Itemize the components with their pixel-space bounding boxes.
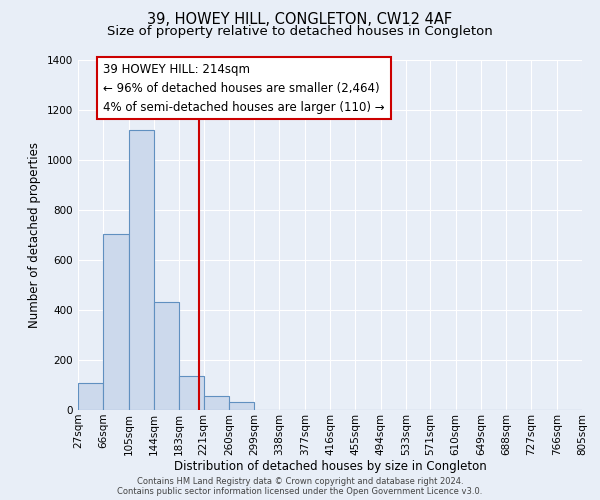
Bar (78, 382, 103, 410)
Bar (179, 376, 205, 410)
Text: Contains public sector information licensed under the Open Government Licence v3: Contains public sector information licen… (118, 487, 482, 496)
Bar (229, 402, 254, 410)
Text: 39 HOWEY HILL: 214sqm
← 96% of detached houses are smaller (2,464)
4% of semi-de: 39 HOWEY HILL: 214sqm ← 96% of detached … (103, 62, 385, 114)
Bar (103, 234, 128, 410)
Text: Size of property relative to detached houses in Congleton: Size of property relative to detached ho… (107, 25, 493, 38)
Bar (128, 130, 154, 410)
Text: 39, HOWEY HILL, CONGLETON, CW12 4AF: 39, HOWEY HILL, CONGLETON, CW12 4AF (148, 12, 452, 28)
X-axis label: Distribution of detached houses by size in Congleton: Distribution of detached houses by size … (173, 460, 487, 473)
Bar (154, 302, 179, 410)
Text: Contains HM Land Registry data © Crown copyright and database right 2024.: Contains HM Land Registry data © Crown c… (137, 477, 463, 486)
Bar (203, 396, 229, 410)
Y-axis label: Number of detached properties: Number of detached properties (28, 142, 41, 328)
